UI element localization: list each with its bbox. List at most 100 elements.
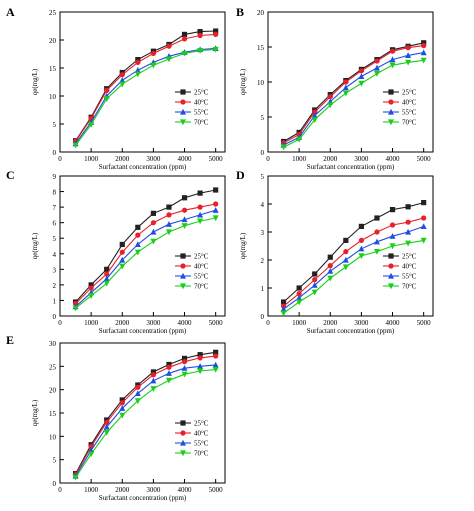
data-point: [389, 207, 396, 213]
series-line: [283, 52, 424, 146]
x-tick-label: 4000: [178, 155, 193, 163]
y-tick-label: 5: [53, 235, 57, 243]
plot-frame: [267, 11, 434, 153]
y-tick-label: 6: [53, 220, 57, 228]
data-point: [373, 249, 380, 255]
data-point: [358, 223, 364, 229]
series-3: [72, 215, 219, 312]
data-point: [405, 59, 412, 66]
data-point: [420, 223, 427, 229]
panel-label: D: [236, 168, 245, 182]
data-point: [88, 285, 94, 291]
y-tick-label: 7: [53, 204, 57, 212]
legend-label: 40°C: [402, 99, 417, 107]
data-point: [374, 215, 380, 221]
data-point: [197, 211, 204, 218]
data-point: [119, 241, 125, 248]
data-point: [165, 229, 172, 236]
legend-label: 70°C: [194, 119, 209, 127]
x-tick-label: 1000: [84, 155, 99, 163]
data-point: [213, 187, 219, 193]
legend-label: 25°C: [194, 420, 209, 428]
x-tick-label: 1000: [84, 319, 99, 327]
legend-marker: [180, 439, 186, 446]
data-point: [420, 237, 427, 244]
x-tick-label: 1000: [292, 319, 307, 327]
y-tick-label: 15: [49, 65, 57, 73]
y-tick-label: 30: [49, 340, 57, 348]
x-axis-label: Surfactant concentration (ppm): [307, 327, 395, 335]
data-point: [358, 68, 364, 74]
legend: 25°C 40°C 55°C 70°C: [175, 420, 209, 458]
data-point: [134, 241, 141, 248]
x-tick-label: 5000: [209, 486, 224, 494]
x-tick-label: 4000: [178, 486, 193, 494]
y-tick-label: 10: [49, 433, 57, 441]
series-line: [75, 209, 216, 308]
legend-label: 40°C: [194, 99, 209, 107]
series-line: [75, 48, 216, 146]
data-point: [213, 28, 219, 34]
y-tick-label: 1: [261, 285, 265, 293]
data-point: [134, 71, 141, 78]
data-point: [342, 256, 349, 263]
data-point: [88, 282, 94, 288]
data-point: [181, 223, 188, 229]
x-tick-label: 5000: [209, 319, 224, 327]
data-point: [311, 289, 318, 296]
data-point: [312, 277, 318, 283]
data-point: [327, 94, 333, 100]
data-point: [150, 372, 156, 378]
data-point: [104, 271, 110, 277]
series-1: [280, 215, 427, 309]
series-2: [280, 223, 427, 312]
data-point: [119, 81, 126, 88]
data-point: [296, 294, 303, 301]
x-axis-label: Surfactant concentration (ppm): [99, 494, 187, 502]
series-line: [75, 369, 216, 478]
data-point: [150, 228, 157, 235]
data-point: [197, 48, 204, 54]
series-3: [72, 367, 219, 481]
legend-label: 55°C: [194, 440, 209, 448]
x-axis-label: Surfactant concentration (ppm): [99, 163, 187, 171]
data-point: [343, 79, 349, 85]
legend-marker: [180, 263, 186, 269]
legend-label: 25°C: [402, 253, 417, 261]
legend-label: 40°C: [194, 430, 209, 438]
data-point: [389, 243, 396, 250]
data-point: [166, 43, 172, 49]
data-point: [166, 212, 172, 218]
series-line: [75, 364, 216, 477]
series-3: [280, 237, 427, 317]
data-point: [72, 305, 79, 312]
legend-marker: [388, 263, 394, 269]
y-tick-label: 0: [53, 480, 57, 488]
data-point: [212, 361, 219, 368]
y-tick-label: 5: [261, 114, 265, 122]
chart-panel-b: B 0 5 10 15 20 0 1000 2000 3000 4000 5000 Surfactant…: [236, 5, 434, 171]
data-point: [405, 204, 411, 210]
series-3: [280, 57, 427, 151]
x-tick-label: 2000: [115, 486, 130, 494]
data-point: [327, 254, 333, 260]
y-tick-label: 20: [257, 9, 265, 17]
series-3: [72, 46, 219, 149]
data-point: [135, 57, 141, 63]
data-point: [197, 368, 204, 375]
data-point: [119, 77, 126, 83]
data-point: [181, 31, 188, 37]
x-axis-label: Surfactant concentration (ppm): [307, 163, 395, 171]
x-tick-label: 3000: [146, 319, 161, 327]
data-point: [405, 240, 412, 247]
legend-label: 55°C: [194, 273, 209, 281]
y-tick-label: 3: [53, 266, 57, 274]
data-point: [197, 363, 204, 369]
data-point: [389, 222, 396, 228]
data-point: [312, 109, 318, 115]
x-tick-label: 1000: [84, 486, 99, 494]
data-point: [150, 377, 157, 384]
data-point: [150, 386, 157, 392]
x-tick-label: 5000: [417, 319, 432, 327]
